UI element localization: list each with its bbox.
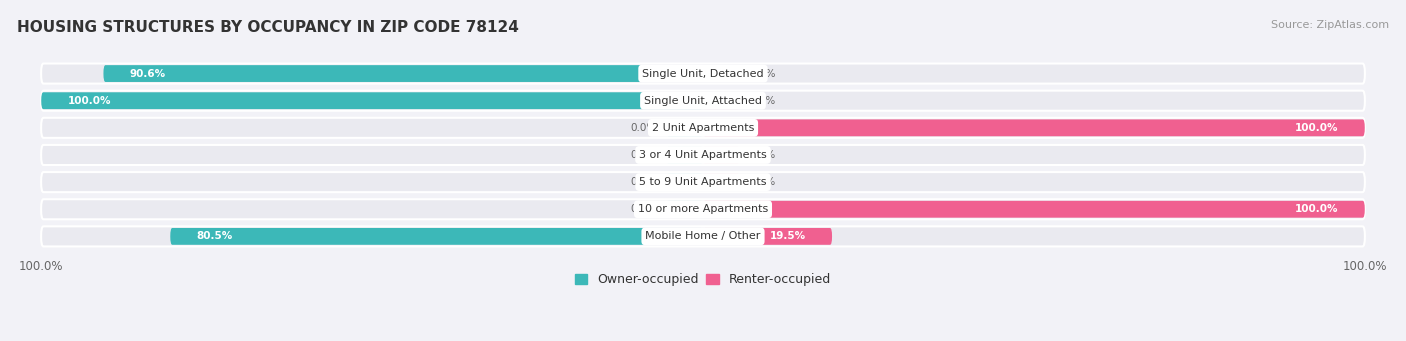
FancyBboxPatch shape bbox=[703, 228, 832, 245]
Text: 100.0%: 100.0% bbox=[1295, 204, 1339, 214]
FancyBboxPatch shape bbox=[41, 226, 1365, 247]
FancyBboxPatch shape bbox=[666, 201, 703, 218]
Text: 0.0%: 0.0% bbox=[630, 123, 657, 133]
Text: 100.0%: 100.0% bbox=[1295, 123, 1339, 133]
Text: 2 Unit Apartments: 2 Unit Apartments bbox=[652, 123, 754, 133]
Legend: Owner-occupied, Renter-occupied: Owner-occupied, Renter-occupied bbox=[569, 268, 837, 291]
Text: 80.5%: 80.5% bbox=[197, 232, 233, 241]
Text: Mobile Home / Other: Mobile Home / Other bbox=[645, 232, 761, 241]
FancyBboxPatch shape bbox=[703, 174, 740, 191]
Text: HOUSING STRUCTURES BY OCCUPANCY IN ZIP CODE 78124: HOUSING STRUCTURES BY OCCUPANCY IN ZIP C… bbox=[17, 20, 519, 35]
Text: 0.0%: 0.0% bbox=[630, 150, 657, 160]
FancyBboxPatch shape bbox=[703, 92, 740, 109]
Text: 0.0%: 0.0% bbox=[630, 177, 657, 187]
FancyBboxPatch shape bbox=[703, 119, 1365, 136]
FancyBboxPatch shape bbox=[41, 63, 1365, 84]
FancyBboxPatch shape bbox=[41, 145, 1365, 165]
FancyBboxPatch shape bbox=[104, 65, 703, 82]
FancyBboxPatch shape bbox=[666, 147, 703, 163]
Text: 0.0%: 0.0% bbox=[630, 204, 657, 214]
FancyBboxPatch shape bbox=[41, 118, 1365, 138]
Text: 19.5%: 19.5% bbox=[769, 232, 806, 241]
FancyBboxPatch shape bbox=[41, 199, 1365, 219]
Text: Single Unit, Detached: Single Unit, Detached bbox=[643, 69, 763, 78]
Text: Source: ZipAtlas.com: Source: ZipAtlas.com bbox=[1271, 20, 1389, 30]
FancyBboxPatch shape bbox=[41, 172, 1365, 192]
FancyBboxPatch shape bbox=[666, 174, 703, 191]
FancyBboxPatch shape bbox=[170, 228, 703, 245]
Text: 5 to 9 Unit Apartments: 5 to 9 Unit Apartments bbox=[640, 177, 766, 187]
Text: 0.0%: 0.0% bbox=[749, 150, 776, 160]
FancyBboxPatch shape bbox=[41, 91, 1365, 111]
FancyBboxPatch shape bbox=[703, 147, 740, 163]
Text: 10 or more Apartments: 10 or more Apartments bbox=[638, 204, 768, 214]
Text: 0.0%: 0.0% bbox=[749, 177, 776, 187]
FancyBboxPatch shape bbox=[703, 201, 1365, 218]
Text: 3 or 4 Unit Apartments: 3 or 4 Unit Apartments bbox=[640, 150, 766, 160]
FancyBboxPatch shape bbox=[41, 92, 703, 109]
Text: Single Unit, Attached: Single Unit, Attached bbox=[644, 96, 762, 106]
FancyBboxPatch shape bbox=[703, 65, 765, 82]
Text: 0.0%: 0.0% bbox=[749, 96, 776, 106]
Text: 9.4%: 9.4% bbox=[749, 69, 776, 78]
FancyBboxPatch shape bbox=[666, 119, 703, 136]
Text: 100.0%: 100.0% bbox=[67, 96, 111, 106]
Text: 90.6%: 90.6% bbox=[129, 69, 166, 78]
